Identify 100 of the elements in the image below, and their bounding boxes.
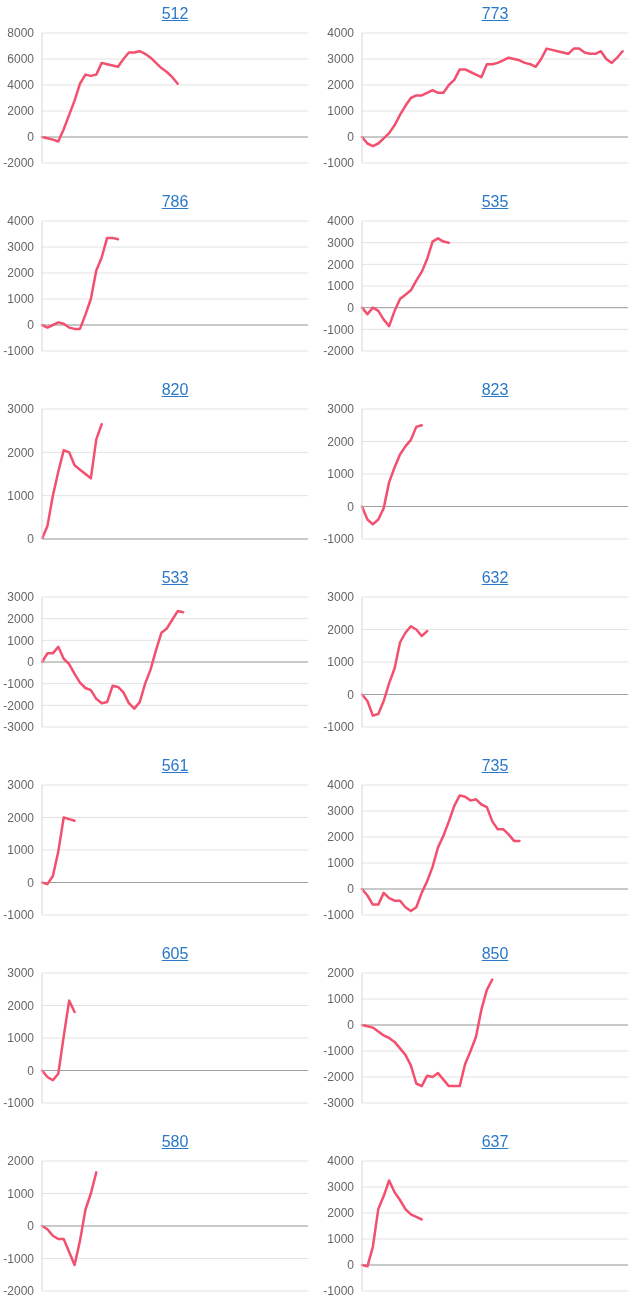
chart-title: 773	[481, 5, 509, 22]
chart-title: 786	[161, 193, 189, 210]
chart-title: 735	[481, 757, 509, 774]
y-tick-label: 1000	[327, 655, 355, 670]
y-tick-label: 3000	[7, 402, 35, 417]
y-tick-label: 2000	[7, 998, 35, 1013]
y-tick-label: 1000	[327, 104, 355, 119]
chart-title: 580	[161, 1133, 189, 1150]
chart-title: 561	[161, 757, 189, 774]
y-tick-label: -1000	[323, 156, 355, 171]
chart-title: 850	[481, 945, 509, 962]
y-tick-label: -1000	[3, 1096, 35, 1111]
y-tick-label: 1000	[327, 856, 355, 871]
y-tick-label: 2000	[327, 830, 355, 845]
chart-title: 533	[161, 569, 189, 586]
y-tick-label: -1000	[323, 1044, 355, 1059]
chart-title: 512	[161, 5, 189, 22]
y-tick-label: 4000	[327, 1154, 355, 1169]
y-tick-label: -2000	[3, 698, 35, 713]
y-tick-label: 3000	[327, 402, 355, 417]
y-tick-label: -1000	[323, 908, 355, 923]
line-series	[360, 47, 624, 148]
y-tick-label: 0	[27, 318, 35, 333]
y-tick-label: 2000	[7, 611, 35, 626]
y-tick-label: -1000	[323, 720, 355, 735]
y-tick-label: 3000	[327, 52, 355, 67]
y-tick-label: 0	[27, 875, 35, 890]
y-tick-label: -1000	[323, 1284, 355, 1299]
y-tick-label: 2000	[327, 257, 355, 272]
y-tick-label: 0	[27, 130, 35, 145]
y-tick-label: -2000	[3, 1284, 35, 1299]
chart-title: 637	[481, 1133, 509, 1150]
chart-title: 823	[481, 381, 509, 398]
y-tick-label: 1000	[327, 279, 355, 294]
y-tick-label: 1000	[7, 843, 35, 858]
line-series	[40, 1171, 98, 1267]
y-tick-label: 3000	[327, 804, 355, 819]
chart-title: 535	[481, 193, 509, 210]
y-tick-label: 0	[347, 130, 355, 145]
y-tick-label: 3000	[7, 240, 35, 255]
y-tick-label: 2000	[7, 445, 35, 460]
y-tick-label: -1000	[3, 908, 35, 923]
y-tick-label: -1000	[323, 532, 355, 547]
line-series	[360, 424, 423, 526]
line-series	[40, 49, 179, 143]
y-tick-label: 3000	[7, 966, 35, 981]
y-tick-label: -3000	[3, 720, 35, 735]
line-series	[360, 794, 521, 913]
y-tick-label: 1000	[327, 992, 355, 1007]
y-tick-label: 0	[27, 532, 35, 547]
line-series	[360, 237, 451, 328]
line-series	[40, 609, 185, 710]
line-series	[360, 1179, 423, 1268]
y-tick-label: 0	[347, 1018, 355, 1033]
y-tick-label: -2000	[323, 1070, 355, 1085]
y-tick-label: 1000	[327, 1232, 355, 1247]
y-tick-label: 1000	[7, 1186, 35, 1201]
y-tick-label: 1000	[7, 1031, 35, 1046]
y-tick-label: 3000	[7, 778, 35, 793]
y-tick-label: -1000	[3, 1251, 35, 1266]
y-tick-label: 0	[347, 687, 355, 702]
chart-title: 820	[161, 381, 189, 398]
y-tick-label: 2000	[7, 810, 35, 825]
y-tick-label: 3000	[327, 590, 355, 605]
y-tick-label: 2000	[327, 966, 355, 981]
y-tick-label: 1000	[7, 292, 35, 307]
y-tick-label: 2000	[327, 434, 355, 449]
y-tick-label: -1000	[3, 344, 35, 359]
y-tick-label: 0	[27, 655, 35, 670]
y-tick-label: 1000	[327, 467, 355, 482]
line-series	[40, 236, 120, 331]
y-tick-label: 1000	[7, 488, 35, 503]
y-tick-label: 4000	[7, 214, 35, 229]
y-tick-label: 1000	[7, 633, 35, 648]
y-tick-label: 0	[347, 882, 355, 897]
line-series	[40, 816, 76, 886]
line-series	[360, 625, 429, 717]
y-tick-label: -2000	[3, 156, 35, 171]
y-tick-label: 0	[347, 1258, 355, 1273]
y-tick-label: 2000	[327, 1206, 355, 1221]
y-tick-label: 2000	[327, 622, 355, 637]
y-tick-label: 4000	[327, 214, 355, 229]
y-tick-label: 0	[347, 499, 355, 514]
y-tick-label: 8000	[7, 26, 35, 41]
y-tick-label: 6000	[7, 52, 35, 67]
y-tick-label: 4000	[327, 778, 355, 793]
y-tick-label: 0	[27, 1063, 35, 1078]
line-series	[40, 422, 103, 539]
y-tick-label: -2000	[323, 344, 355, 359]
y-tick-label: 2000	[7, 1154, 35, 1169]
y-tick-label: 0	[27, 1219, 35, 1234]
y-tick-label: 3000	[7, 590, 35, 605]
line-series	[360, 978, 494, 1088]
y-tick-label: 3000	[327, 235, 355, 250]
chart-title: 605	[161, 945, 189, 962]
y-tick-label: -1000	[3, 676, 35, 691]
y-tick-label: 0	[347, 300, 355, 315]
y-tick-label: 3000	[327, 1180, 355, 1195]
y-tick-label: 2000	[7, 266, 35, 281]
y-tick-label: -1000	[323, 322, 355, 337]
